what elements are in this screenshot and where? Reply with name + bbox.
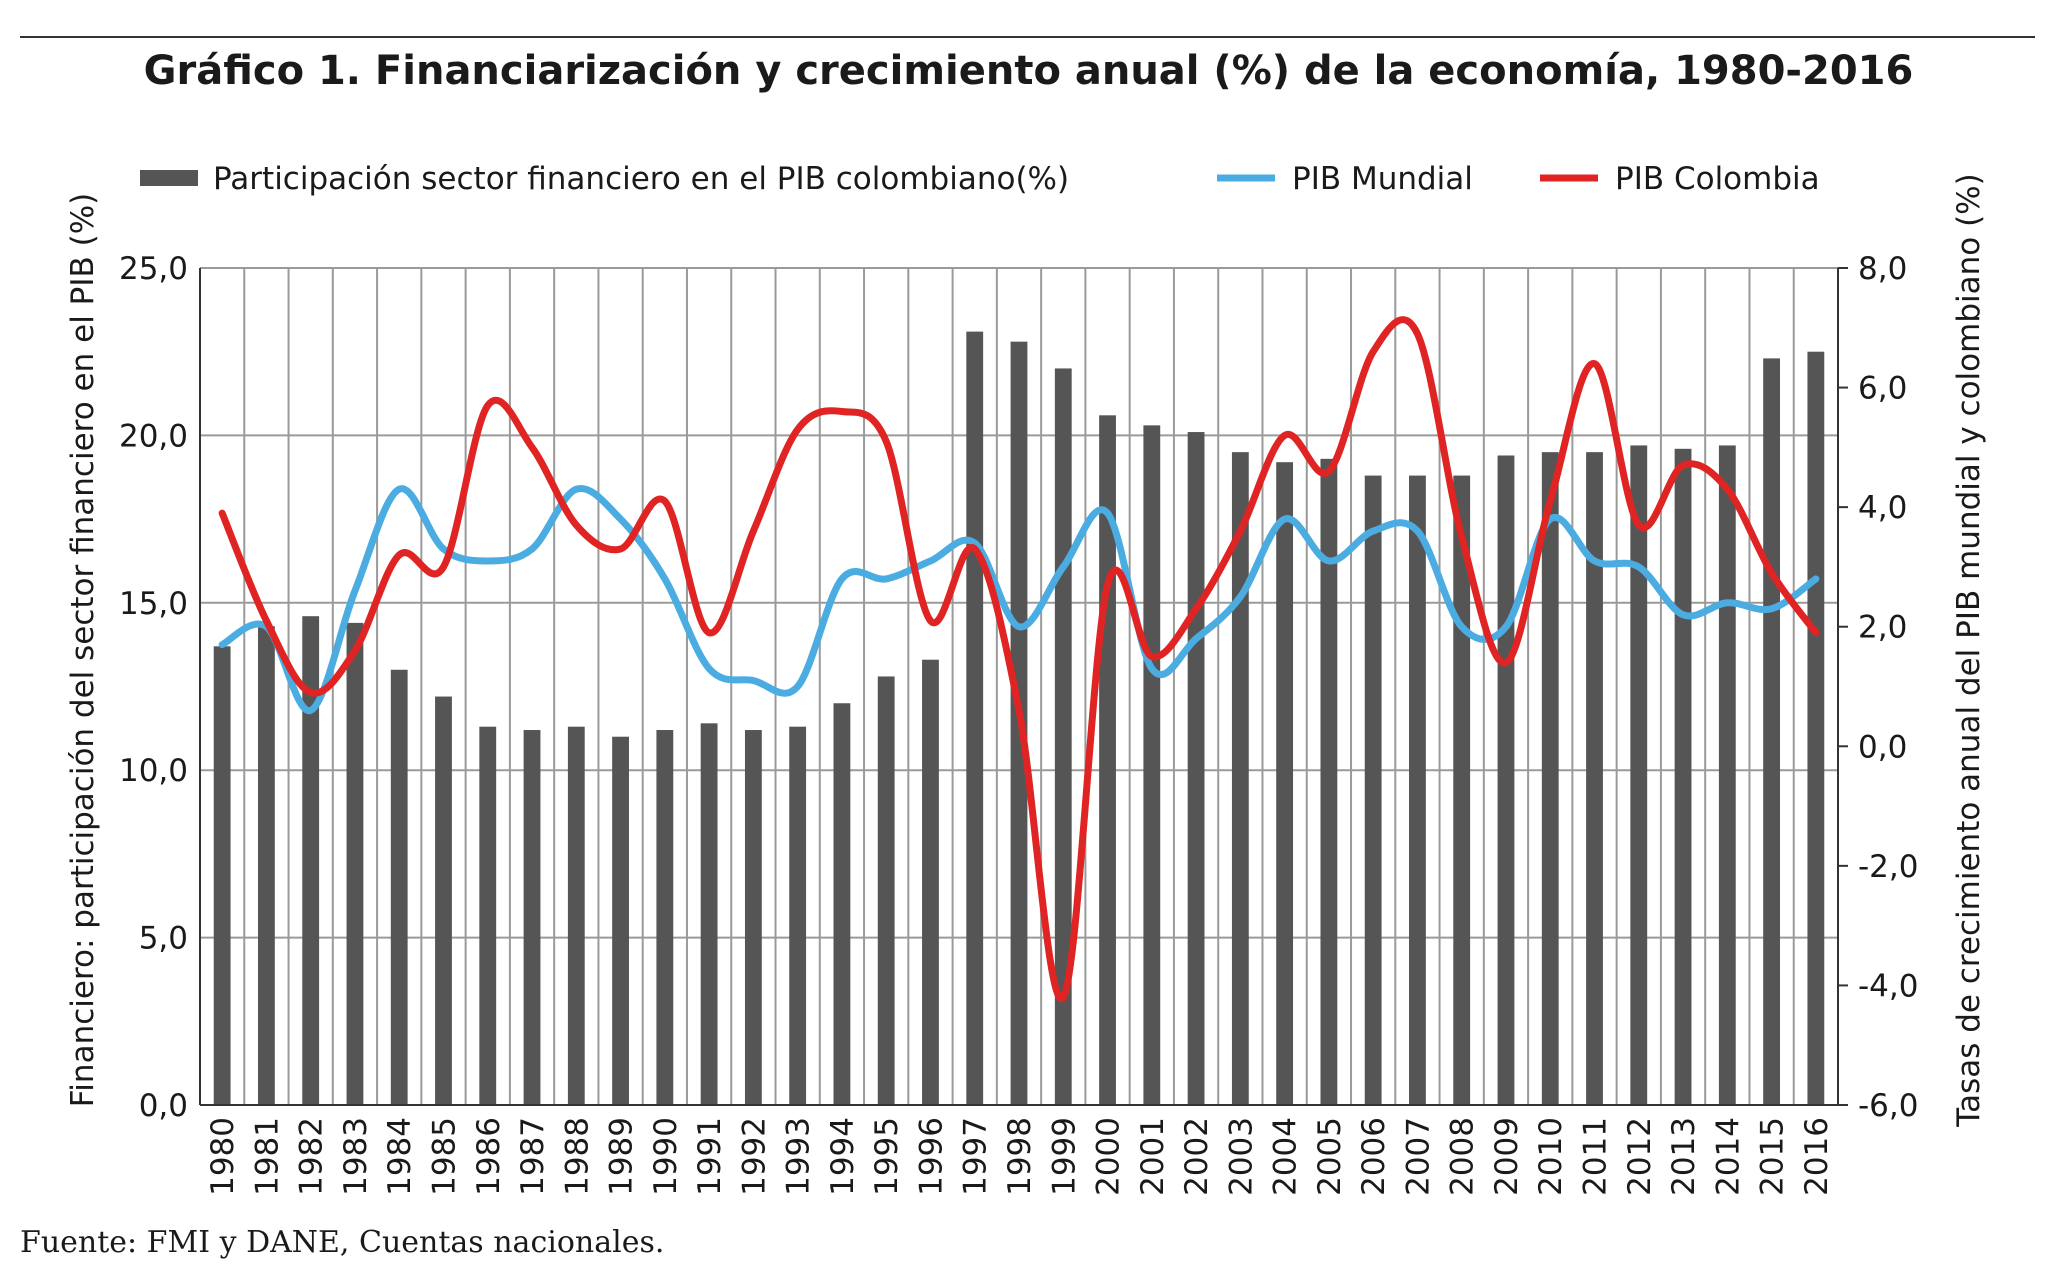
bar-2002 [1187,432,1205,1105]
bar-2011 [1586,452,1603,1105]
y2-tick-label: 0,0 [1858,729,1907,765]
y-tick-label: 5,0 [139,921,188,957]
x-tick-label: 1996 [913,1117,949,1196]
y-tick-label: 15,0 [119,586,188,622]
bar-1984 [390,669,408,1105]
bar-1995 [877,676,895,1105]
y-axis-title: Financiero: participación del sector fin… [65,193,101,1108]
legend-swatch-bar [140,170,198,186]
y2-tick-label: 2,0 [1858,610,1907,646]
x-tick-label: 2004 [1268,1117,1304,1196]
legend-label-pib-mundial: PIB Mundial [1292,161,1473,197]
x-tick-label: 1986 [471,1117,507,1196]
x-tick-label: 1984 [382,1117,418,1196]
bar-1986 [479,726,497,1105]
x-tick-label: 2008 [1445,1117,1481,1196]
bar-1982 [302,616,320,1105]
bar-1989 [612,736,629,1105]
x-tick-label: 2011 [1578,1117,1614,1196]
bar-1981 [257,626,275,1105]
bar-1993 [789,726,807,1105]
bar-1996 [922,659,939,1105]
x-tick-label: 1997 [958,1117,994,1196]
x-tick-label: 1990 [648,1117,684,1196]
bar-2007 [1409,475,1426,1105]
bar-2012 [1630,445,1648,1106]
y2-tick-label: 4,0 [1858,490,1907,526]
bar-2004 [1276,462,1294,1106]
y2-tick-label: 6,0 [1858,371,1907,407]
bar-2013 [1674,448,1692,1105]
y2-axis-title: Tasas de crecimiento anual del PIB mundi… [1951,173,1987,1127]
bar-2010 [1541,452,1559,1105]
x-tick-label: 2009 [1489,1117,1525,1196]
x-tick-label: 1989 [604,1117,640,1196]
bar-1980 [213,646,231,1105]
x-tick-label: 1982 [294,1117,330,1196]
y2-tick-label: -4,0 [1858,968,1919,1004]
x-tick-label: 1987 [515,1117,551,1196]
x-tick-label: 1983 [338,1117,374,1196]
x-tick-label: 2010 [1533,1117,1569,1196]
x-tick-label: 2013 [1666,1117,1702,1196]
bar-2009 [1497,455,1515,1105]
x-tick-label: 2014 [1710,1117,1746,1196]
y-tick-label: 0,0 [139,1088,188,1124]
x-tick-label: 1980 [205,1117,241,1196]
bar-2003 [1231,452,1249,1105]
bar-1988 [567,726,585,1105]
x-tick-label: 1988 [559,1117,595,1196]
y-tick-label: 10,0 [119,753,188,789]
bar-1987 [523,730,541,1105]
legend-label-bar: Participación sector financiero en el PI… [213,161,1069,197]
x-tick-label: 1995 [869,1117,905,1196]
bar-2005 [1320,458,1338,1105]
y-tick-label: 20,0 [119,418,188,454]
bar-1997 [966,331,984,1105]
bar-2016 [1807,351,1825,1105]
x-tick-label: 1998 [1002,1117,1038,1196]
line-series [218,316,1820,1003]
bar-1990 [656,730,674,1105]
x-tick-label: 1992 [736,1117,772,1196]
bar-1985 [435,696,452,1105]
x-tick-label: 1994 [825,1117,861,1196]
y2-tick-label: -2,0 [1858,849,1919,885]
bar-1999 [1054,368,1072,1105]
x-tick-label: 1985 [426,1117,462,1196]
source-note: Fuente: FMI y DANE, Cuentas nacionales. [20,1225,665,1260]
line-pib-colombia [218,316,1820,1003]
axes: 0,0 5,0 10,0 15,0 20,0 25,0 -6,0 -4,0 -2,0 0,0 2,0… [119,251,1919,1196]
y2-tick-label: 8,0 [1858,251,1907,287]
x-tick-label: 2005 [1312,1117,1348,1196]
x-tick-label: 2002 [1179,1117,1215,1196]
legend: Participación sector financiero en el PI… [140,161,1820,197]
bar-1983 [346,622,364,1105]
x-tick-label: 2012 [1622,1117,1658,1196]
x-tick-label: 2015 [1755,1117,1791,1196]
bar-2015 [1763,358,1781,1105]
bar-2006 [1364,475,1382,1105]
bar-2001 [1143,425,1161,1106]
x-tick-label: 2016 [1799,1117,1835,1196]
x-tick-label: 1991 [692,1117,728,1196]
top-rule [20,36,2035,38]
y2-tick-label: -6,0 [1858,1088,1919,1124]
x-tick-label: 1993 [781,1117,817,1196]
bar-2014 [1718,445,1736,1106]
bar-1994 [833,703,851,1105]
x-tick-label: 2000 [1091,1117,1127,1196]
x-tick-label: 2003 [1223,1117,1259,1196]
legend-label-pib-colombia: PIB Colombia [1615,161,1820,197]
chart-title: Gráfico 1. Financiarización y crecimient… [143,48,1914,94]
x-tick-label: 2001 [1135,1117,1171,1196]
y-tick-label: 25,0 [119,251,188,287]
bar-1991 [700,723,718,1105]
x-tick-label: 1999 [1046,1117,1082,1196]
x-tick-label: 2007 [1400,1117,1436,1196]
x-tick-label: 1981 [249,1117,285,1196]
bar-1992 [744,730,762,1105]
x-tick-label: 2006 [1356,1117,1392,1196]
